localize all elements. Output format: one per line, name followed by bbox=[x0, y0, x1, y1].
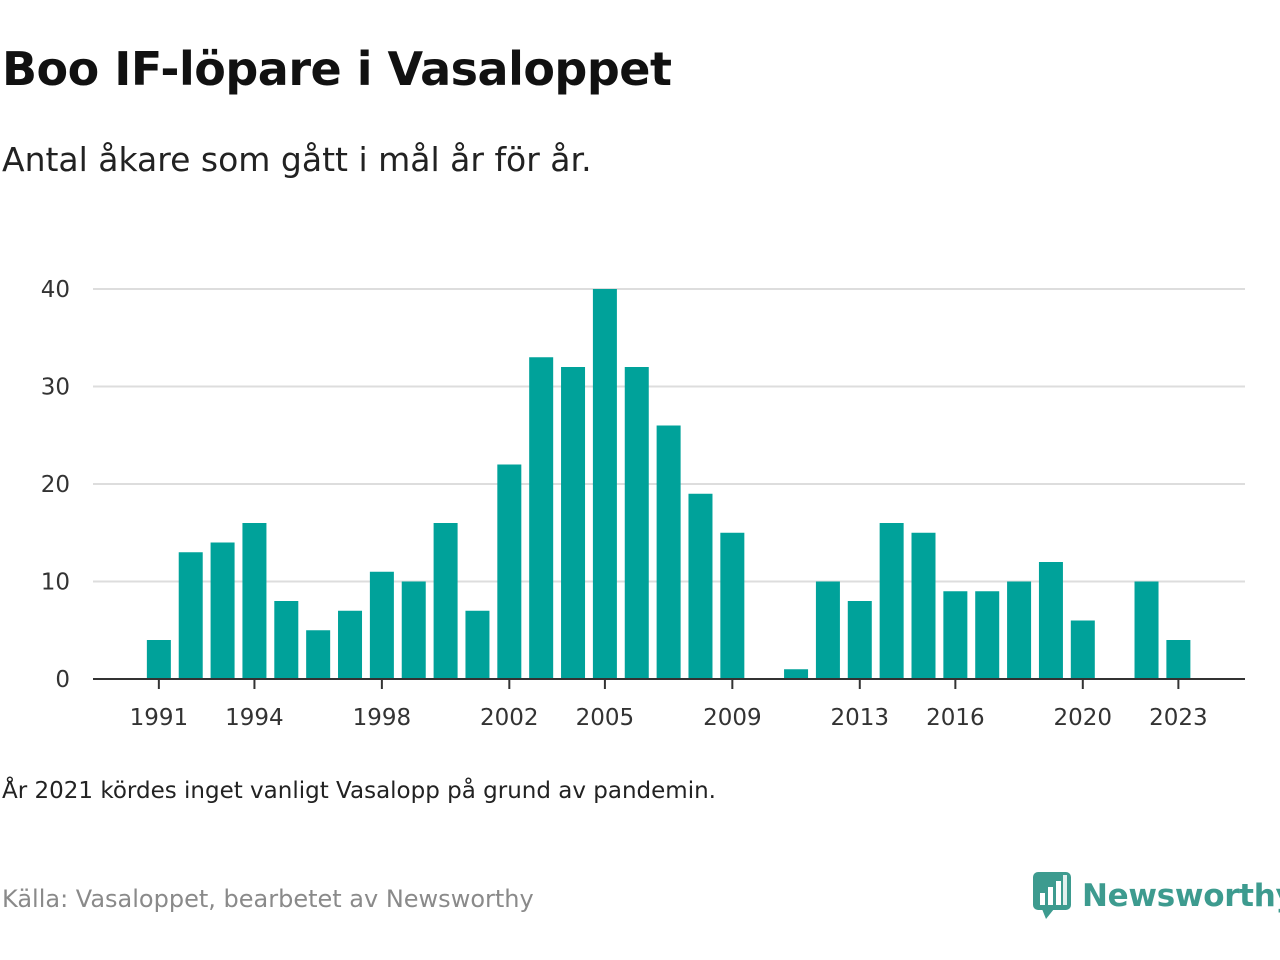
bar bbox=[911, 532, 936, 679]
y-tick-label: 30 bbox=[41, 375, 70, 401]
y-tick-label: 20 bbox=[41, 472, 70, 498]
x-tick-label: 2016 bbox=[926, 705, 985, 730]
bar bbox=[1038, 562, 1063, 679]
bar bbox=[1007, 581, 1032, 679]
bar bbox=[656, 425, 681, 679]
bar bbox=[943, 591, 968, 679]
x-tick-label: 2020 bbox=[1054, 705, 1113, 730]
bar bbox=[369, 571, 394, 679]
bar bbox=[401, 581, 426, 679]
x-tick-label: 2005 bbox=[576, 705, 635, 730]
bar bbox=[529, 357, 554, 679]
bar bbox=[1166, 640, 1191, 679]
bar-chart: 0 10 20 30 40 1991 1994 1998 2002 2005 2009 2013 201… bbox=[41, 277, 1245, 730]
bar bbox=[1134, 581, 1159, 679]
bar bbox=[624, 367, 649, 679]
chart-title: Boo IF-löpare i Vasaloppet bbox=[2, 42, 672, 96]
x-tick-label: 2009 bbox=[703, 705, 762, 730]
x-tick-label: 2023 bbox=[1149, 705, 1208, 730]
y-tick-label: 0 bbox=[55, 667, 70, 693]
bar bbox=[720, 532, 745, 679]
bar bbox=[465, 610, 490, 679]
bar bbox=[847, 601, 872, 679]
source-text: Källa: Vasaloppet, bearbetet av Newswort… bbox=[2, 885, 534, 913]
bar bbox=[178, 552, 203, 679]
bar bbox=[879, 523, 904, 679]
x-tick-label: 1991 bbox=[130, 705, 189, 730]
bar bbox=[784, 669, 809, 679]
bar bbox=[497, 464, 522, 679]
x-tick-label: 2013 bbox=[831, 705, 890, 730]
axes: 0 10 20 30 40 1991 1994 1998 2002 2005 2009 2013 201… bbox=[41, 277, 1245, 730]
bar bbox=[592, 289, 617, 679]
y-tick-label: 10 bbox=[41, 570, 70, 596]
bar bbox=[433, 523, 458, 679]
bar bbox=[210, 542, 235, 679]
newsworthy-logo-icon bbox=[1033, 872, 1071, 919]
bar bbox=[146, 640, 171, 679]
x-tick-label: 1998 bbox=[353, 705, 412, 730]
newsworthy-logo: Newsworthy bbox=[1032, 870, 1280, 922]
bar bbox=[975, 591, 1000, 679]
bar bbox=[274, 601, 299, 679]
bar bbox=[561, 367, 586, 679]
chart-subtitle: Antal åkare som gått i mål år för år. bbox=[2, 140, 592, 179]
footnote: År 2021 kördes inget vanligt Vasalopp på… bbox=[2, 778, 716, 804]
bar bbox=[306, 630, 331, 679]
bar bbox=[1070, 620, 1095, 679]
x-tick-label: 2002 bbox=[480, 705, 539, 730]
x-tick-label: 1994 bbox=[225, 705, 284, 730]
bars bbox=[146, 289, 1191, 679]
newsworthy-logo-text: Newsworthy bbox=[1082, 878, 1280, 914]
bar bbox=[815, 581, 840, 679]
bar bbox=[338, 610, 363, 679]
y-tick-label: 40 bbox=[41, 277, 70, 303]
bar bbox=[688, 493, 713, 679]
bar bbox=[242, 523, 267, 679]
